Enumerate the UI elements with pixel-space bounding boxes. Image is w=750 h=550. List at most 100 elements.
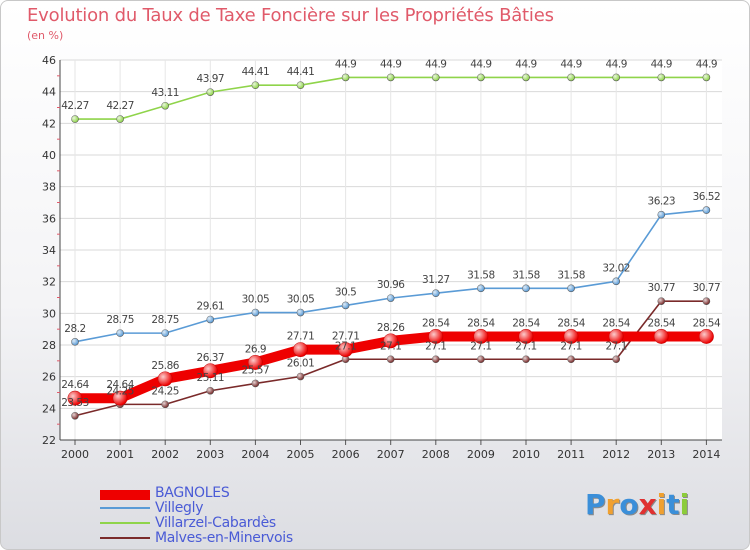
data-point-highlight xyxy=(387,73,395,81)
data-label-villegly: 28.2 xyxy=(64,323,85,335)
data-label-villarzel-cabardes: 44.9 xyxy=(696,58,717,70)
x-tick-label: 2007 xyxy=(377,448,405,461)
data-label-villarzel-cabardes: 44.9 xyxy=(380,58,401,70)
data-point-highlight xyxy=(657,297,665,305)
data-point-highlight xyxy=(612,355,620,363)
data-label-malves-en-minervois: 27.1 xyxy=(380,340,401,352)
data-label-bagnoles: 28.54 xyxy=(693,317,721,329)
data-label-malves-en-minervois: 25.11 xyxy=(197,372,225,384)
data-label-villegly: 36.52 xyxy=(693,191,721,203)
data-point-highlight xyxy=(432,73,440,81)
data-point-highlight xyxy=(342,355,350,363)
data-point-highlight xyxy=(342,301,350,309)
legend-swatch-bagnoles xyxy=(100,490,150,500)
legend-item: Malves-en-Minervois xyxy=(100,530,380,546)
data-point-highlight xyxy=(477,284,485,292)
data-label-villegly: 32.02 xyxy=(602,262,630,274)
x-tick-label: 2012 xyxy=(602,448,630,461)
data-point-highlight xyxy=(567,284,575,292)
data-label-bagnoles: 28.54 xyxy=(602,317,630,329)
data-point-highlight xyxy=(71,412,79,420)
x-tick-label: 2008 xyxy=(422,448,450,461)
legend-item: BAGNOLES xyxy=(100,485,380,501)
logo-letter: P xyxy=(585,488,606,521)
data-point-highlight xyxy=(609,329,624,344)
x-tick-label: 2004 xyxy=(241,448,269,461)
data-point-highlight xyxy=(158,371,173,386)
y-tick-label: 42 xyxy=(42,117,56,130)
data-label-malves-en-minervois: 27.1 xyxy=(560,340,581,352)
data-label-bagnoles: 24.64 xyxy=(106,379,134,391)
legend-label: Malves-en-Minervois xyxy=(155,530,293,546)
data-label-bagnoles: 25.86 xyxy=(151,360,179,372)
data-label-bagnoles: 24.64 xyxy=(61,379,89,391)
data-label-villegly: 36.23 xyxy=(648,196,676,208)
data-label-villegly: 31.58 xyxy=(467,269,495,281)
data-label-villarzel-cabardes: 44.9 xyxy=(560,58,581,70)
data-label-villarzel-cabardes: 42.27 xyxy=(106,100,134,112)
data-point-highlight xyxy=(68,391,82,406)
data-point-highlight xyxy=(113,391,128,406)
data-label-bagnoles: 28.54 xyxy=(557,317,585,329)
data-point-highlight xyxy=(567,355,575,363)
data-point-highlight xyxy=(522,284,530,292)
y-tick-label: 32 xyxy=(42,276,56,289)
y-tick-label: 34 xyxy=(42,244,56,257)
data-label-bagnoles: 28.54 xyxy=(467,317,495,329)
logo-letter: t xyxy=(666,488,680,521)
data-label-malves-en-minervois: 27.1 xyxy=(425,340,446,352)
logo-letter: o xyxy=(619,488,639,521)
data-point-highlight xyxy=(203,363,218,378)
x-tick-label: 2003 xyxy=(196,448,224,461)
logo-letter: i xyxy=(679,488,690,521)
data-point-highlight xyxy=(248,355,263,370)
logo-letter: r xyxy=(605,488,620,521)
chart-title: Evolution du Taux de Taxe Foncière sur l… xyxy=(27,5,554,26)
x-tick-label: 2000 xyxy=(61,448,89,461)
data-point-highlight xyxy=(657,211,665,219)
data-point-highlight xyxy=(293,342,308,357)
data-point-highlight xyxy=(297,373,304,381)
data-point-highlight xyxy=(383,333,398,348)
logo-letter: i xyxy=(656,488,667,521)
data-label-villegly: 31.27 xyxy=(422,274,450,286)
data-label-villegly: 30.96 xyxy=(377,279,405,291)
proxiti-logo: Proxiti xyxy=(585,488,689,521)
data-point-highlight xyxy=(251,81,259,89)
y-tick-label: 46 xyxy=(42,54,56,67)
data-label-villarzel-cabardes: 44.41 xyxy=(242,66,270,78)
data-point-highlight xyxy=(477,355,485,363)
data-label-villarzel-cabardes: 42.27 xyxy=(61,100,89,112)
data-point-highlight xyxy=(654,329,669,344)
y-tick-label: 24 xyxy=(42,402,56,415)
data-label-malves-en-minervois: 30.77 xyxy=(693,282,721,294)
y-tick-label: 36 xyxy=(42,212,56,225)
chart-subtitle: (en %) xyxy=(27,29,64,42)
data-point-highlight xyxy=(161,400,169,408)
data-point-highlight xyxy=(387,355,395,363)
y-tick-label: 38 xyxy=(42,181,56,194)
data-label-villegly: 31.58 xyxy=(557,269,585,281)
x-tick-label: 2002 xyxy=(151,448,179,461)
data-point-highlight xyxy=(699,329,714,344)
data-label-villarzel-cabardes: 43.11 xyxy=(151,87,179,99)
data-point-highlight xyxy=(387,294,395,302)
data-label-villarzel-cabardes: 44.9 xyxy=(651,58,672,70)
legend-label: BAGNOLES xyxy=(155,485,230,501)
data-point-highlight xyxy=(116,329,124,337)
legend: BAGNOLES Villegly Villarzel-Cabardès Mal… xyxy=(100,485,380,546)
x-tick-label: 2001 xyxy=(106,448,134,461)
data-label-malves-en-minervois: 27.1 xyxy=(470,340,491,352)
data-label-villegly: 28.75 xyxy=(151,314,179,326)
legend-item: Villarzel-Cabardès xyxy=(100,515,380,531)
data-point-highlight xyxy=(71,115,79,123)
data-label-villegly: 29.61 xyxy=(197,301,225,313)
data-label-villegly: 30.5 xyxy=(335,286,356,298)
data-point-highlight xyxy=(428,329,443,344)
data-label-villegly: 31.58 xyxy=(512,269,540,281)
data-label-villegly: 30.05 xyxy=(242,294,270,306)
data-label-malves-en-minervois: 27.1 xyxy=(515,340,536,352)
data-label-villarzel-cabardes: 44.9 xyxy=(335,58,356,70)
data-label-malves-en-minervois: 26.01 xyxy=(287,358,315,370)
x-tick-label: 2014 xyxy=(692,448,720,461)
